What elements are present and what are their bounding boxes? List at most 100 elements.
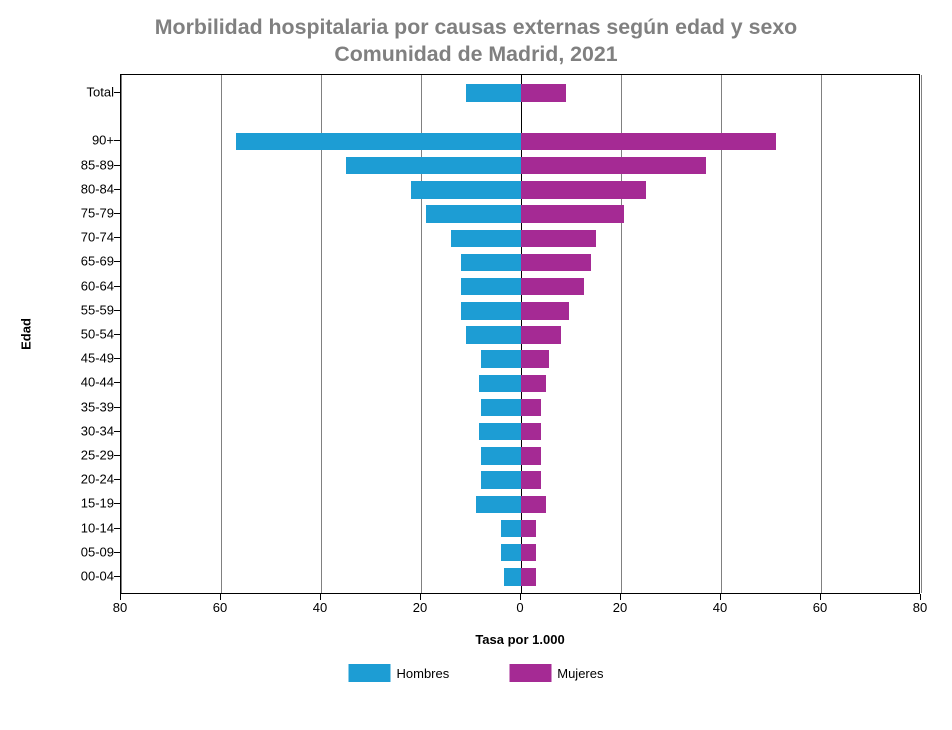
bar-hombres xyxy=(451,230,521,247)
y-tick-mark xyxy=(114,213,120,214)
y-tick-mark xyxy=(114,334,120,335)
bar-mujeres xyxy=(521,544,536,561)
y-axis-title: Edad xyxy=(19,318,34,350)
y-tick-mark xyxy=(114,528,120,529)
bar-mujeres xyxy=(521,230,596,247)
y-tick-label: 00-04 xyxy=(2,568,114,583)
y-tick-mark xyxy=(114,552,120,553)
y-tick-label: 70-74 xyxy=(2,230,114,245)
chart-title-line1: Morbilidad hospitalaria por causas exter… xyxy=(155,15,797,39)
bar-hombres xyxy=(461,278,521,295)
y-tick-mark xyxy=(114,286,120,287)
bar-hombres xyxy=(466,84,521,101)
x-tick-label: 60 xyxy=(813,600,827,615)
x-axis-labels: 80604020020406080 xyxy=(120,594,920,624)
y-tick-mark xyxy=(114,503,120,504)
legend-item-hombres: Hombres xyxy=(349,664,450,682)
y-tick-label: 30-34 xyxy=(2,423,114,438)
y-tick-label: Total xyxy=(2,85,114,100)
grid-line xyxy=(321,75,322,593)
y-tick-mark xyxy=(114,92,120,93)
y-tick-label: 05-09 xyxy=(2,544,114,559)
bar-mujeres xyxy=(521,447,541,464)
y-tick-mark xyxy=(114,431,120,432)
legend-swatch-hombres xyxy=(349,664,391,682)
legend-label-mujeres: Mujeres xyxy=(557,666,603,681)
bar-mujeres xyxy=(521,326,561,343)
grid-line xyxy=(421,75,422,593)
bar-hombres xyxy=(481,471,521,488)
bar-hombres xyxy=(504,568,522,585)
y-tick-label: 80-84 xyxy=(2,181,114,196)
y-tick-label: 35-39 xyxy=(2,399,114,414)
bar-hombres xyxy=(476,496,521,513)
bar-hombres xyxy=(481,399,521,416)
y-tick-label: 90+ xyxy=(2,133,114,148)
bar-hombres xyxy=(346,157,521,174)
y-tick-mark xyxy=(114,165,120,166)
y-tick-label: 40-44 xyxy=(2,375,114,390)
x-tick-label: 80 xyxy=(113,600,127,615)
bar-mujeres xyxy=(521,471,541,488)
x-axis-title: Tasa por 1.000 xyxy=(475,632,564,647)
bar-mujeres xyxy=(521,568,536,585)
bar-mujeres xyxy=(521,254,591,271)
y-tick-mark xyxy=(114,407,120,408)
grid-line xyxy=(121,75,122,593)
y-tick-label: 85-89 xyxy=(2,157,114,172)
x-tick-label: 80 xyxy=(913,600,927,615)
y-tick-label: 20-24 xyxy=(2,472,114,487)
legend: Hombres Mujeres xyxy=(349,664,604,682)
bar-hombres xyxy=(411,181,521,198)
bar-mujeres xyxy=(521,520,536,537)
x-tick-label: 40 xyxy=(713,600,727,615)
y-tick-label: 65-69 xyxy=(2,254,114,269)
y-tick-label: 55-59 xyxy=(2,302,114,317)
y-tick-mark xyxy=(114,576,120,577)
y-tick-mark xyxy=(114,358,120,359)
bar-mujeres xyxy=(521,84,566,101)
legend-label-hombres: Hombres xyxy=(397,666,450,681)
grid-line xyxy=(621,75,622,593)
bar-hombres xyxy=(461,302,521,319)
plot-area xyxy=(120,74,920,594)
y-tick-mark xyxy=(114,310,120,311)
bar-hombres xyxy=(479,423,522,440)
bar-hombres xyxy=(426,205,521,222)
x-tick-label: 60 xyxy=(213,600,227,615)
bar-mujeres xyxy=(521,375,546,392)
x-tick-label: 40 xyxy=(313,600,327,615)
x-tick-label: 20 xyxy=(613,600,627,615)
grid-line xyxy=(221,75,222,593)
bar-hombres xyxy=(466,326,521,343)
legend-swatch-mujeres xyxy=(509,664,551,682)
y-tick-label: 45-49 xyxy=(2,351,114,366)
grid-line xyxy=(821,75,822,593)
y-tick-label: 10-14 xyxy=(2,520,114,535)
grid-line xyxy=(721,75,722,593)
y-tick-mark xyxy=(114,382,120,383)
bar-mujeres xyxy=(521,350,549,367)
bar-hombres xyxy=(236,133,521,150)
bar-mujeres xyxy=(521,205,624,222)
x-tick-label: 0 xyxy=(516,600,523,615)
bar-mujeres xyxy=(521,496,546,513)
chart-title: Morbilidad hospitalaria por causas exter… xyxy=(0,0,952,67)
bar-hombres xyxy=(501,520,521,537)
bar-mujeres xyxy=(521,133,776,150)
y-tick-label: 15-19 xyxy=(2,496,114,511)
chart-title-line2: Comunidad de Madrid, 2021 xyxy=(334,42,617,66)
y-tick-mark xyxy=(114,189,120,190)
bar-mujeres xyxy=(521,157,706,174)
chart-container: Morbilidad hospitalaria por causas exter… xyxy=(0,0,952,730)
y-tick-mark xyxy=(114,237,120,238)
bar-mujeres xyxy=(521,302,569,319)
bar-mujeres xyxy=(521,399,541,416)
bar-mujeres xyxy=(521,423,541,440)
y-tick-label: 75-79 xyxy=(2,206,114,221)
y-tick-mark xyxy=(114,261,120,262)
bar-hombres xyxy=(481,350,521,367)
bar-hombres xyxy=(479,375,522,392)
bar-hombres xyxy=(501,544,521,561)
bar-mujeres xyxy=(521,278,584,295)
